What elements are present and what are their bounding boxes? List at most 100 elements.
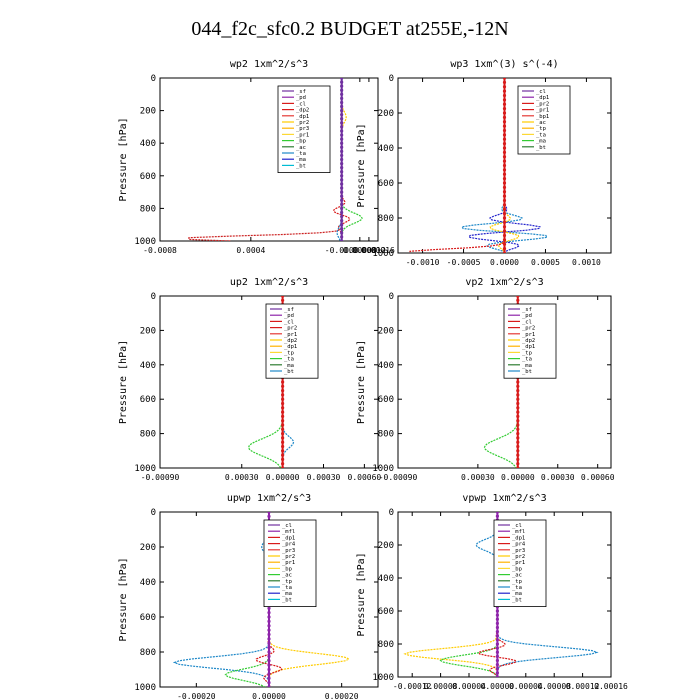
x-tick-label: 0.00030 [225, 473, 259, 482]
plot-frame [397, 511, 612, 678]
y-tick-label: 0 [389, 508, 394, 518]
series-marker [495, 646, 499, 650]
series-marker [516, 423, 520, 427]
legend-label: _dp1 [284, 344, 297, 350]
y-tick-label: 200 [140, 326, 156, 336]
legend-label: _pr1 [296, 132, 309, 138]
y-tick-label: 0 [389, 74, 394, 84]
series-marker [502, 128, 507, 133]
y-axis-label: Pressure [hPa] [356, 123, 367, 207]
chart-title: upwp 1xm^2/s^3 [227, 493, 311, 504]
x-tick-label: 0.00016 [361, 246, 395, 255]
series-marker [340, 149, 344, 153]
x-tick-label: 0.00016 [594, 682, 628, 691]
series-marker [267, 654, 271, 658]
series-marker [267, 672, 271, 676]
y-tick-label: 200 [140, 543, 156, 553]
series-marker [495, 642, 499, 646]
series-marker [502, 89, 507, 93]
y-tick-label: 600 [378, 607, 394, 617]
legend-label: _dp1 [296, 114, 309, 120]
legend-label: _ac [282, 573, 292, 579]
legend-label: _pr3 [282, 548, 295, 554]
series-marker [340, 84, 344, 88]
legend-label: _pr2 [522, 326, 535, 332]
plot-area [188, 78, 363, 241]
series-marker [502, 203, 507, 207]
x-tick-label: 0.0000 [490, 258, 519, 267]
series-marker [502, 137, 507, 141]
legend-label: _bp [296, 139, 306, 145]
plot-area [409, 78, 548, 253]
legend-label: _dp1 [512, 535, 525, 541]
legend-label: _dp1 [522, 344, 535, 350]
x-tick-label: -0.00020 [177, 692, 216, 700]
series-marker [340, 214, 344, 219]
x-tick-label: 0.00030 [307, 473, 341, 482]
series-marker [267, 619, 271, 623]
legend-label: _ta [282, 585, 292, 591]
series-marker [340, 145, 344, 149]
series-marker [267, 667, 271, 672]
series-marker [281, 466, 285, 468]
series-marker [502, 111, 507, 115]
series-marker [502, 85, 507, 89]
y-tick-label: 800 [378, 640, 394, 650]
series-marker [495, 621, 499, 625]
legend-label: _ma [522, 363, 532, 369]
series-marker [502, 120, 507, 124]
legend-label: _ma [536, 139, 546, 145]
chart-title: wp2 1xm^2/s^3 [230, 59, 308, 70]
legend-label: _bt [522, 369, 532, 375]
y-tick-label: 200 [378, 326, 394, 336]
series-marker [267, 632, 271, 637]
series-marker [502, 168, 507, 172]
y-axis-label: Pressure [hPa] [118, 340, 129, 424]
series-marker [516, 397, 520, 401]
plot-area [172, 512, 351, 687]
series-marker [502, 93, 507, 98]
x-tick-label: 0.00000 [501, 473, 535, 482]
x-tick-label: 0.00000 [252, 692, 286, 700]
legend-label: _sf [284, 307, 294, 313]
series-marker [340, 182, 344, 186]
series-marker [502, 177, 507, 181]
legend: _cl_mfl_dp1_pr4_pr3_pr2_pr1_bp_ac_tp_ta_… [493, 519, 547, 607]
y-tick-label: 0 [151, 74, 156, 84]
y-tick-label: 1000 [372, 249, 394, 259]
chart-title: vpwp 1xm^2/s^3 [462, 493, 546, 504]
legend-label: _bp [282, 566, 292, 572]
series-marker [516, 298, 520, 302]
legend-label: _cl [296, 101, 306, 107]
series-marker [516, 462, 520, 466]
series-marker [340, 206, 344, 210]
series-marker [502, 207, 507, 211]
series-marker [502, 198, 507, 203]
series-marker [267, 514, 271, 518]
legend-label: _tp [512, 579, 522, 585]
series-marker [267, 685, 271, 687]
x-tick-label: 0.00012 [566, 682, 600, 691]
series-marker [340, 223, 344, 227]
series-marker [495, 630, 499, 634]
series-marker [281, 457, 285, 461]
series-marker [281, 440, 285, 444]
legend-label: _cl [522, 319, 532, 325]
chart-panel-5: upwp 1xm^2/s^3 Pressure [hPa] 0 200 400 600 80… [118, 493, 379, 700]
series-marker [516, 401, 520, 406]
legend-label: _tp [522, 350, 532, 356]
legend-label: _pr1 [536, 108, 549, 114]
legend-label: _cl [512, 523, 522, 529]
series-marker [281, 432, 285, 436]
series-marker [502, 233, 507, 238]
series-marker [281, 397, 285, 401]
series-marker [502, 225, 507, 229]
series-marker [495, 634, 499, 638]
legend-label: _sf [296, 89, 306, 95]
series-marker [516, 427, 520, 431]
legend-box [277, 85, 331, 173]
series-marker [281, 419, 285, 423]
y-tick-label: 800 [140, 648, 156, 658]
legend-label: _pr2 [512, 554, 525, 560]
series-marker [281, 427, 285, 431]
